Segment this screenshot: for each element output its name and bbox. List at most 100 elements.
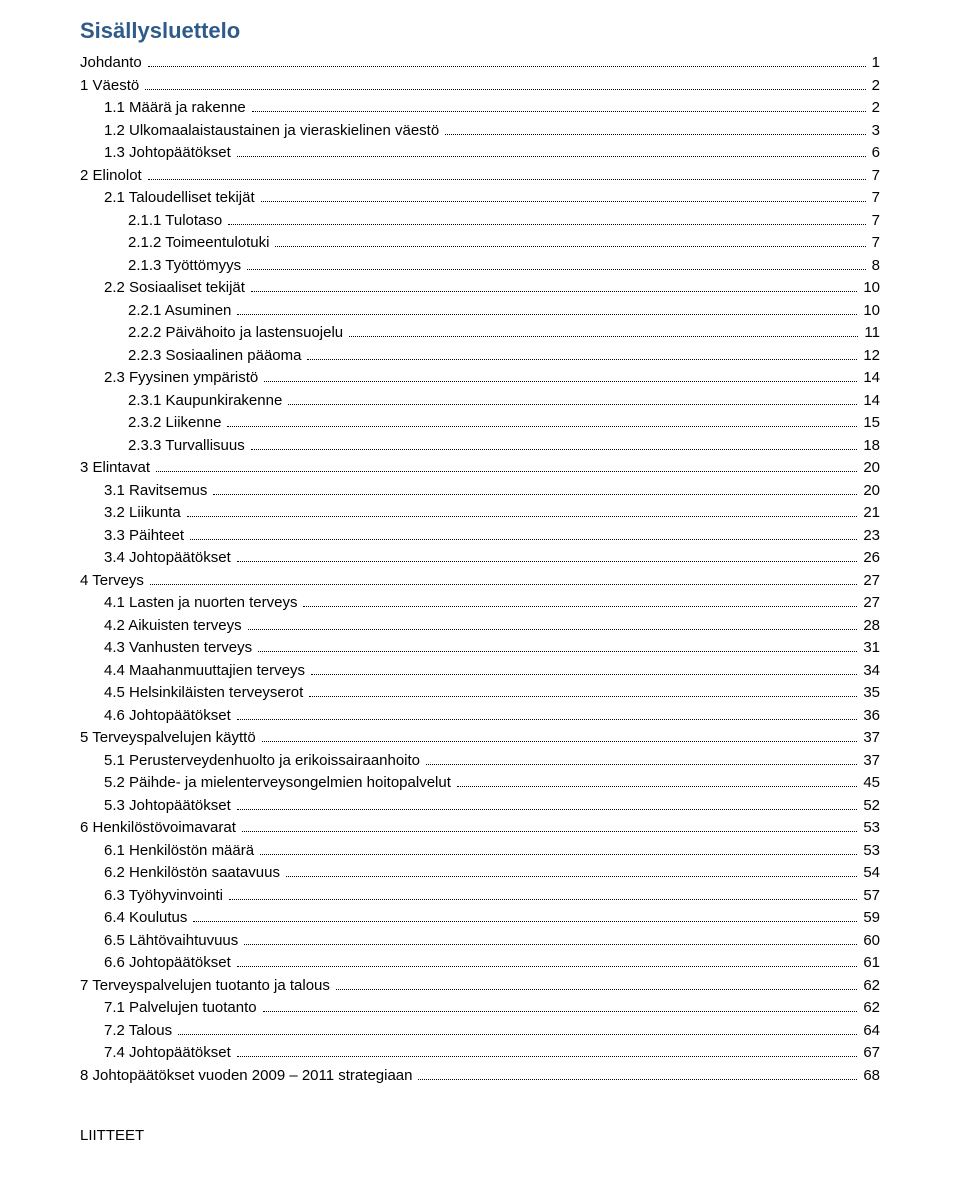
toc-entry: 2.2 Sosiaaliset tekijät10: [80, 277, 880, 300]
toc-entry-page: 7: [868, 232, 880, 255]
toc-entry-label: 7 Terveyspalvelujen tuotanto ja talous: [80, 975, 334, 998]
toc-entry-label: 1 Väestö: [80, 75, 143, 98]
toc-dot-leader: [156, 471, 857, 472]
toc-entry: 4.1 Lasten ja nuorten terveys 27: [80, 592, 880, 615]
toc-dot-leader: [252, 111, 866, 112]
toc-dot-leader: [150, 584, 857, 585]
toc-entry-label: 2.3.3 Turvallisuus: [80, 435, 249, 458]
toc-entry-label: 4.4 Maahanmuuttajien terveys: [80, 660, 309, 683]
toc-dot-leader: [286, 876, 857, 877]
toc-entry: 2.3.2 Liikenne15: [80, 412, 880, 435]
toc-entry-label: 2.2 Sosiaaliset tekijät: [80, 277, 249, 300]
toc-dot-leader: [145, 89, 865, 90]
toc-entry-page: 20: [859, 457, 880, 480]
toc-entry-label: 2.1.3 Työttömyys: [80, 255, 245, 278]
toc-entry: 3.2 Liikunta21: [80, 502, 880, 525]
toc-entry: 3.1 Ravitsemus20: [80, 480, 880, 503]
toc-dot-leader: [258, 651, 857, 652]
toc-entry: 7.1 Palvelujen tuotanto62: [80, 997, 880, 1020]
toc-entry: 2.2.1 Asuminen10: [80, 300, 880, 323]
toc-entry-page: 52: [859, 795, 880, 818]
toc-entry-label: 6.3 Työhyvinvointi: [80, 885, 227, 908]
toc-entry: 2.3.1 Kaupunkirakenne14: [80, 390, 880, 413]
toc-dot-leader: [247, 269, 866, 270]
toc-title: Sisällysluettelo: [80, 18, 880, 44]
toc-dot-leader: [251, 449, 858, 450]
toc-entry-label: 4 Terveys: [80, 570, 148, 593]
toc-entry-page: 1: [868, 52, 880, 75]
toc-entry-page: 12: [859, 345, 880, 368]
toc-entry-label: 4.1 Lasten ja nuorten terveys: [80, 592, 301, 615]
toc-dot-leader: [237, 966, 858, 967]
toc-entry-page: 61: [859, 952, 880, 975]
toc-list: Johdanto11 Väestö21.1 Määrä ja rakenne21…: [80, 52, 880, 1087]
toc-entry: 4.3 Vanhusten terveys31: [80, 637, 880, 660]
toc-entry-label: 6.4 Koulutus: [80, 907, 191, 930]
toc-entry: 3 Elintavat 20: [80, 457, 880, 480]
toc-entry-page: 8: [868, 255, 880, 278]
toc-entry-page: 2: [868, 75, 880, 98]
toc-entry-page: 7: [868, 165, 880, 188]
toc-entry-page: 68: [859, 1065, 880, 1088]
toc-dot-leader: [311, 674, 857, 675]
toc-entry: 2.1.2 Toimeentulotuki 7: [80, 232, 880, 255]
toc-entry-page: 45: [859, 772, 880, 795]
toc-entry-page: 35: [859, 682, 880, 705]
toc-entry: 6.1 Henkilöstön määrä53: [80, 840, 880, 863]
toc-entry: 3.3 Päihteet 23: [80, 525, 880, 548]
toc-entry: 8 Johtopäätökset vuoden 2009 – 2011 stra…: [80, 1065, 880, 1088]
toc-dot-leader: [227, 426, 857, 427]
toc-entry-page: 26: [859, 547, 880, 570]
toc-entry: 7.2 Talous64: [80, 1020, 880, 1043]
toc-entry-label: 7.4 Johtopäätökset: [80, 1042, 235, 1065]
toc-entry: 1.3 Johtopäätökset6: [80, 142, 880, 165]
toc-entry-label: 4.5 Helsinkiläisten terveyserot: [80, 682, 307, 705]
toc-entry-label: 7.2 Talous: [80, 1020, 176, 1043]
toc-dot-leader: [237, 1056, 858, 1057]
toc-dot-leader: [260, 854, 857, 855]
toc-entry: 1.2 Ulkomaalaistaustainen ja vieraskieli…: [80, 120, 880, 143]
toc-dot-leader: [457, 786, 857, 787]
toc-entry-page: 14: [859, 390, 880, 413]
toc-entry-label: 3 Elintavat: [80, 457, 154, 480]
toc-dot-leader: [336, 989, 857, 990]
toc-entry-label: 3.2 Liikunta: [80, 502, 185, 525]
toc-entry: 5 Terveyspalvelujen käyttö37: [80, 727, 880, 750]
toc-entry-page: 20: [859, 480, 880, 503]
toc-entry-page: 27: [859, 592, 880, 615]
toc-entry-page: 23: [859, 525, 880, 548]
toc-entry: 2.1 Taloudelliset tekijät7: [80, 187, 880, 210]
toc-entry: 2.1.1 Tulotaso7: [80, 210, 880, 233]
toc-entry-page: 18: [859, 435, 880, 458]
toc-entry-label: 2.1 Taloudelliset tekijät: [80, 187, 259, 210]
toc-dot-leader: [242, 831, 857, 832]
toc-dot-leader: [237, 561, 858, 562]
toc-entry: 6.5 Lähtövaihtuvuus 60: [80, 930, 880, 953]
toc-entry: 6.3 Työhyvinvointi57: [80, 885, 880, 908]
toc-entry-label: 3.3 Päihteet: [80, 525, 188, 548]
toc-entry: 4.2 Aikuisten terveys28: [80, 615, 880, 638]
toc-entry-label: 4.3 Vanhusten terveys: [80, 637, 256, 660]
toc-entry-label: 2.3 Fyysinen ympäristö: [80, 367, 262, 390]
toc-entry-label: 5.1 Perusterveydenhuolto ja erikoissaira…: [80, 750, 424, 773]
toc-dot-leader: [445, 134, 865, 135]
toc-entry-page: 60: [859, 930, 880, 953]
toc-dot-leader: [229, 899, 857, 900]
toc-dot-leader: [307, 359, 857, 360]
toc-entry-label: 6.5 Lähtövaihtuvuus: [80, 930, 242, 953]
toc-entry-label: 4.6 Johtopäätökset: [80, 705, 235, 728]
toc-dot-leader: [148, 179, 866, 180]
toc-entry-label: 2.2.1 Asuminen: [80, 300, 235, 323]
toc-entry-page: 54: [859, 862, 880, 885]
toc-dot-leader: [237, 719, 858, 720]
toc-entry-label: 2.2.2 Päivähoito ja lastensuojelu: [80, 322, 347, 345]
toc-dot-leader: [303, 606, 857, 607]
toc-entry-page: 37: [859, 727, 880, 750]
toc-entry-page: 14: [859, 367, 880, 390]
toc-entry-label: 2.1.2 Toimeentulotuki: [80, 232, 273, 255]
toc-entry-page: 62: [859, 975, 880, 998]
toc-entry: 4.4 Maahanmuuttajien terveys34: [80, 660, 880, 683]
toc-entry-page: 11: [860, 322, 880, 345]
toc-dot-leader: [193, 921, 857, 922]
toc-entry-label: Johdanto: [80, 52, 146, 75]
